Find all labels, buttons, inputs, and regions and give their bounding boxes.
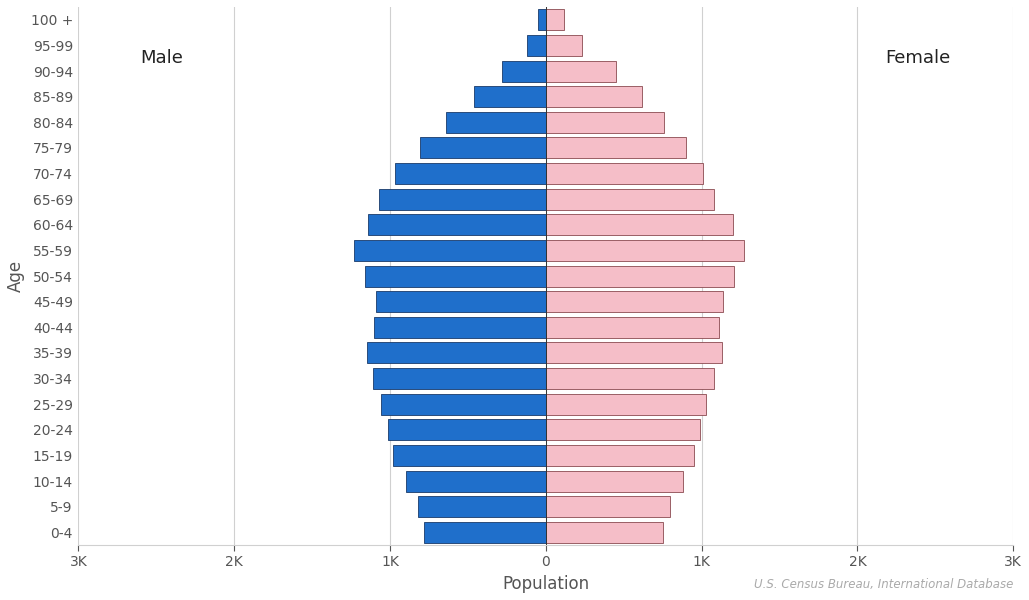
- Bar: [545, 470, 683, 491]
- Text: Female: Female: [886, 49, 951, 67]
- Bar: [420, 137, 545, 158]
- Bar: [545, 368, 714, 389]
- Bar: [545, 291, 723, 312]
- Bar: [545, 266, 735, 287]
- Bar: [368, 214, 545, 235]
- Bar: [545, 112, 664, 133]
- Bar: [545, 343, 722, 364]
- Bar: [375, 317, 545, 338]
- Bar: [545, 214, 733, 235]
- Bar: [376, 291, 545, 312]
- Bar: [545, 394, 706, 415]
- Bar: [545, 9, 564, 30]
- Bar: [545, 419, 700, 440]
- Bar: [389, 419, 545, 440]
- X-axis label: Population: Population: [502, 575, 590, 593]
- Bar: [545, 61, 616, 82]
- Bar: [538, 9, 545, 30]
- Bar: [354, 240, 545, 261]
- Bar: [372, 368, 545, 389]
- Bar: [545, 188, 714, 209]
- Text: U.S. Census Bureau, International Database: U.S. Census Bureau, International Databa…: [754, 578, 1014, 591]
- Bar: [395, 163, 545, 184]
- Bar: [545, 522, 663, 543]
- Bar: [545, 240, 744, 261]
- Bar: [447, 112, 545, 133]
- Bar: [393, 445, 545, 466]
- Bar: [365, 266, 545, 287]
- Bar: [366, 343, 545, 364]
- Bar: [418, 496, 545, 517]
- Bar: [545, 445, 694, 466]
- Bar: [545, 317, 718, 338]
- Bar: [545, 496, 671, 517]
- Bar: [474, 86, 545, 107]
- Bar: [527, 35, 545, 56]
- Bar: [405, 470, 545, 491]
- Bar: [545, 163, 703, 184]
- Bar: [381, 394, 545, 415]
- Bar: [545, 86, 642, 107]
- Bar: [379, 188, 545, 209]
- Text: Male: Male: [141, 49, 183, 67]
- Bar: [545, 137, 686, 158]
- Bar: [545, 35, 582, 56]
- Y-axis label: Age: Age: [7, 260, 25, 292]
- Bar: [502, 61, 545, 82]
- Bar: [424, 522, 545, 543]
